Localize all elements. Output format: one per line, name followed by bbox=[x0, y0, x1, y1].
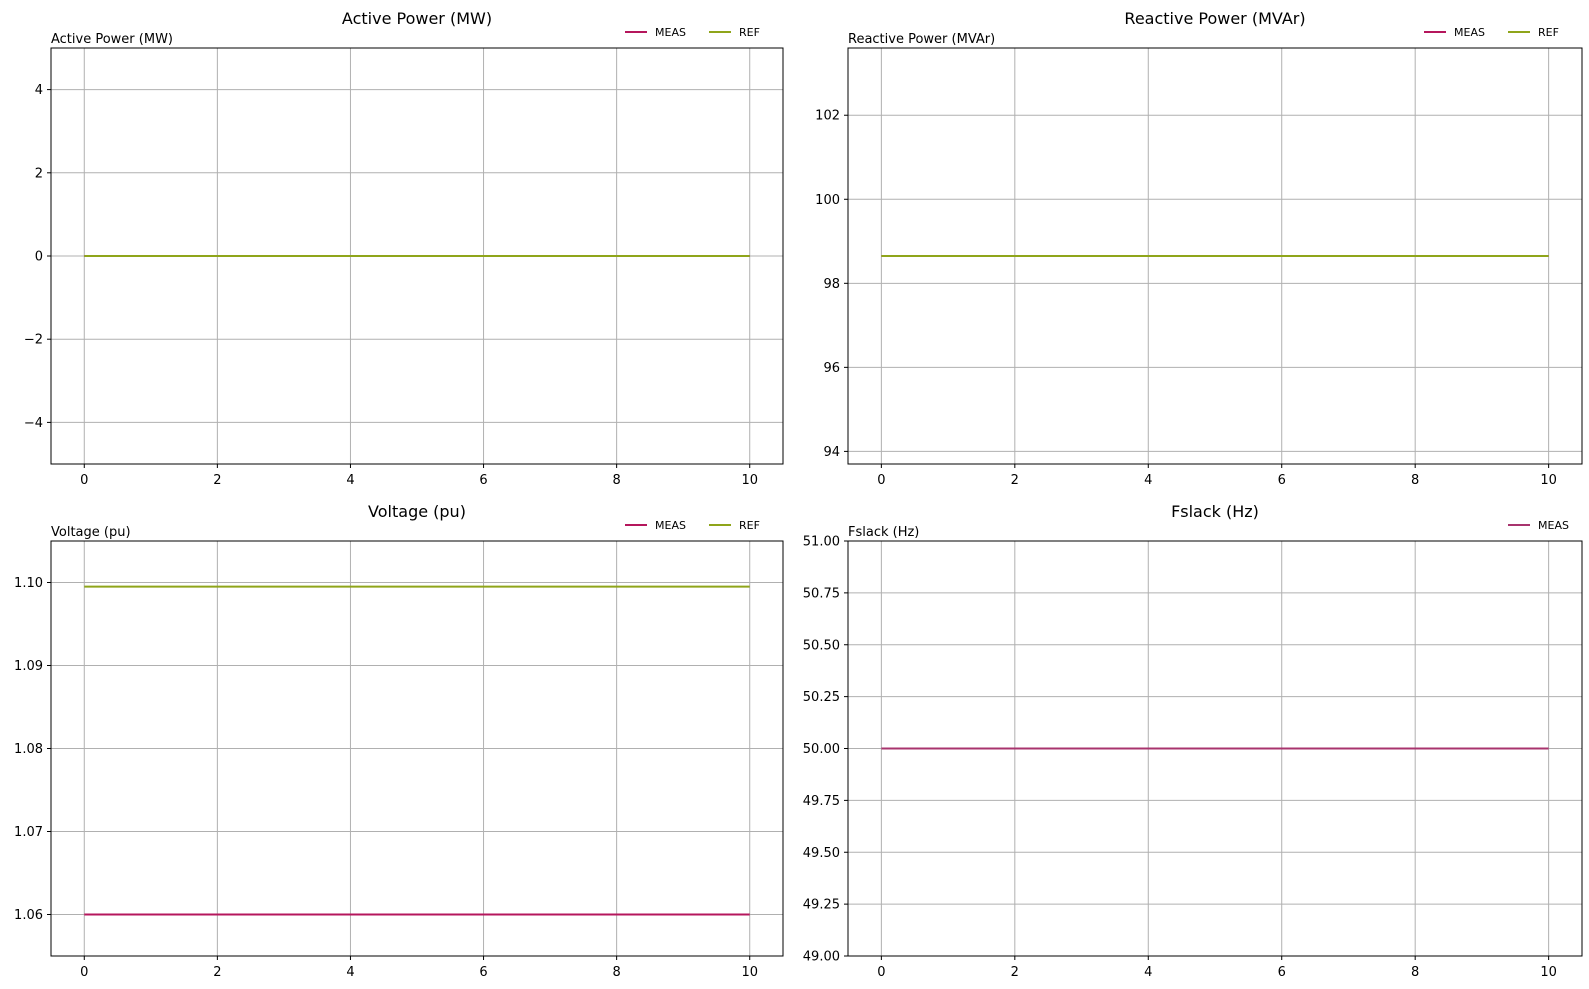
axes-frame bbox=[847, 47, 1583, 465]
y-tick-label: 100 bbox=[815, 193, 840, 208]
y-tick-label: 49.50 bbox=[803, 846, 840, 861]
x-tick-label: 10 bbox=[741, 473, 758, 488]
legend-label-meas: MEAS bbox=[655, 519, 686, 532]
chart-panel-2: 0 2 4 6 8 10 94 96 98 100 102 Reactive Power (MVAr)… bbox=[815, 9, 1583, 488]
y-tick-label: −2 bbox=[24, 333, 43, 348]
legend-label-meas: MEAS bbox=[1538, 519, 1569, 532]
x-tick-label: 0 bbox=[80, 473, 88, 488]
x-tick-label: 2 bbox=[1011, 965, 1019, 980]
x-tick-label: 8 bbox=[612, 965, 620, 980]
chart-title: Voltage (pu) bbox=[368, 502, 466, 521]
x-tick-label: 10 bbox=[1540, 473, 1557, 488]
x-tick-label: 4 bbox=[346, 965, 354, 980]
x-tick-label: 6 bbox=[1278, 473, 1286, 488]
y-tick-label: 49.75 bbox=[803, 794, 840, 809]
y-axis-label: Active Power (MW) bbox=[51, 32, 173, 47]
chart-panel-1: 0 2 4 6 8 10 −4 −2 0 2 4 Active Power (MW) Active Po… bbox=[24, 9, 784, 488]
legend-label-meas: MEAS bbox=[1454, 26, 1485, 39]
y-tick-label: 94 bbox=[823, 445, 840, 460]
x-tick-label: 10 bbox=[741, 965, 758, 980]
y-tick-label: 1.08 bbox=[14, 742, 43, 757]
x-tick-label: 6 bbox=[479, 473, 487, 488]
x-tick-label: 2 bbox=[213, 473, 221, 488]
x-tick-label: 10 bbox=[1540, 965, 1557, 980]
y-tick-label: 1.10 bbox=[14, 576, 43, 591]
y-tick-label: 0 bbox=[35, 250, 43, 265]
y-tick-label: 1.06 bbox=[14, 908, 43, 923]
y-tick-label: −4 bbox=[24, 416, 43, 431]
x-tick-label: 0 bbox=[80, 965, 88, 980]
x-tick-label: 4 bbox=[1144, 965, 1152, 980]
x-tick-label: 8 bbox=[612, 473, 620, 488]
axes-frame bbox=[50, 540, 784, 957]
x-tick-label: 2 bbox=[1011, 473, 1019, 488]
x-tick-label: 6 bbox=[479, 965, 487, 980]
y-axis-label: Reactive Power (MVAr) bbox=[848, 32, 995, 47]
chart-title: Active Power (MW) bbox=[342, 9, 492, 28]
x-tick-label: 0 bbox=[877, 473, 885, 488]
y-axis-label: Fslack (Hz) bbox=[848, 525, 919, 540]
y-tick-label: 50.25 bbox=[803, 690, 840, 705]
y-tick-label: 50.75 bbox=[803, 586, 840, 601]
y-tick-label: 1.07 bbox=[14, 825, 43, 840]
y-tick-label: 50.00 bbox=[803, 742, 840, 757]
y-tick-label: 2 bbox=[35, 166, 43, 181]
y-tick-label: 51.00 bbox=[803, 535, 840, 550]
x-tick-label: 4 bbox=[346, 473, 354, 488]
legend-label-ref: REF bbox=[1538, 26, 1559, 39]
axes-frame bbox=[847, 540, 1583, 957]
y-tick-label: 49.25 bbox=[803, 898, 840, 913]
y-tick-label: 50.50 bbox=[803, 638, 840, 653]
legend-label-ref: REF bbox=[739, 26, 760, 39]
axes-frame bbox=[50, 47, 784, 465]
x-tick-label: 4 bbox=[1144, 473, 1152, 488]
y-tick-label: 96 bbox=[823, 361, 840, 376]
x-tick-label: 6 bbox=[1278, 965, 1286, 980]
x-tick-label: 0 bbox=[877, 965, 885, 980]
y-tick-label: 49.00 bbox=[803, 950, 840, 965]
x-tick-label: 2 bbox=[213, 965, 221, 980]
chart-panel-4: 0 2 4 6 8 10 49.00 49.25 49.50 49.75 50.00 50.25 50.… bbox=[803, 502, 1583, 980]
x-tick-label: 8 bbox=[1411, 965, 1419, 980]
y-tick-label: 98 bbox=[823, 277, 840, 292]
y-tick-label: 102 bbox=[815, 109, 840, 124]
chart-title: Fslack (Hz) bbox=[1171, 502, 1259, 521]
legend-label-ref: REF bbox=[739, 519, 760, 532]
legend-label-meas: MEAS bbox=[655, 26, 686, 39]
chart-title: Reactive Power (MVAr) bbox=[1124, 9, 1305, 28]
y-axis-label: Voltage (pu) bbox=[51, 525, 131, 540]
y-tick-label: 4 bbox=[35, 83, 43, 98]
x-tick-label: 8 bbox=[1411, 473, 1419, 488]
y-tick-label: 1.09 bbox=[14, 659, 43, 674]
chart-panel-3: 0 2 4 6 8 10 1.06 1.07 1.08 1.09 1.10 Voltage (pu) V… bbox=[14, 502, 784, 980]
